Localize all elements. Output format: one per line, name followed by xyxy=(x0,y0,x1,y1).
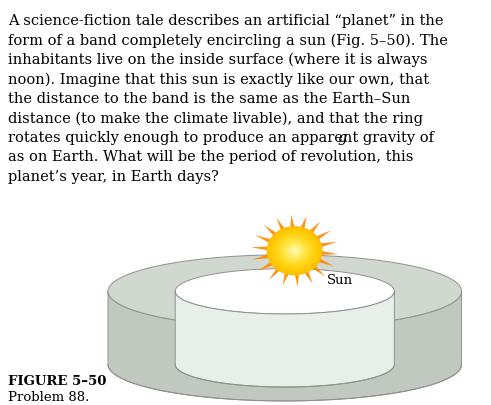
Polygon shape xyxy=(108,292,462,401)
Ellipse shape xyxy=(279,238,310,264)
Ellipse shape xyxy=(288,245,301,257)
Ellipse shape xyxy=(269,228,321,274)
Text: noon). Imagine that this sun is exactly like our own, that: noon). Imagine that this sun is exactly … xyxy=(8,72,429,87)
Polygon shape xyxy=(264,225,278,237)
Polygon shape xyxy=(258,261,274,271)
Ellipse shape xyxy=(281,239,308,263)
Polygon shape xyxy=(311,265,326,277)
Polygon shape xyxy=(317,258,334,267)
Ellipse shape xyxy=(276,235,313,267)
Ellipse shape xyxy=(282,240,307,262)
Ellipse shape xyxy=(273,232,317,271)
Polygon shape xyxy=(252,254,270,260)
Polygon shape xyxy=(175,292,394,387)
Text: Sun: Sun xyxy=(327,273,353,286)
Polygon shape xyxy=(255,235,273,244)
Ellipse shape xyxy=(283,241,306,261)
Polygon shape xyxy=(269,267,281,280)
Ellipse shape xyxy=(271,230,319,272)
Ellipse shape xyxy=(270,229,320,273)
Text: distance (to make the climate livable), and that the ring: distance (to make the climate livable), … xyxy=(8,111,423,126)
Polygon shape xyxy=(175,269,394,314)
Ellipse shape xyxy=(293,249,297,253)
Ellipse shape xyxy=(274,233,315,269)
Ellipse shape xyxy=(273,232,316,270)
Ellipse shape xyxy=(287,244,302,258)
Ellipse shape xyxy=(277,236,312,266)
Text: g: g xyxy=(337,131,347,145)
Ellipse shape xyxy=(267,226,323,276)
Ellipse shape xyxy=(280,239,309,264)
Ellipse shape xyxy=(275,234,314,268)
Ellipse shape xyxy=(292,249,298,254)
Polygon shape xyxy=(294,272,299,287)
Polygon shape xyxy=(315,231,331,241)
Polygon shape xyxy=(108,255,462,328)
Ellipse shape xyxy=(294,250,296,252)
Ellipse shape xyxy=(286,243,303,259)
Polygon shape xyxy=(308,222,320,235)
Text: as on Earth. What will be the period of revolution, this: as on Earth. What will be the period of … xyxy=(8,150,413,164)
Polygon shape xyxy=(283,271,290,286)
Text: A science-fiction tale describes an artificial “planet” in the: A science-fiction tale describes an arti… xyxy=(8,14,443,28)
Ellipse shape xyxy=(284,242,305,260)
Ellipse shape xyxy=(268,227,322,275)
Ellipse shape xyxy=(272,231,318,271)
Text: planet’s year, in Earth days?: planet’s year, in Earth days? xyxy=(8,170,219,183)
Polygon shape xyxy=(251,247,269,251)
Ellipse shape xyxy=(289,246,300,256)
Text: FIGURE 5–50: FIGURE 5–50 xyxy=(8,374,107,387)
Ellipse shape xyxy=(278,237,311,266)
Ellipse shape xyxy=(290,247,300,255)
Ellipse shape xyxy=(291,248,299,254)
Text: Problem 88.: Problem 88. xyxy=(8,390,89,403)
Polygon shape xyxy=(319,242,337,248)
Text: the distance to the band is the same as the Earth–Sun: the distance to the band is the same as … xyxy=(8,92,410,106)
Polygon shape xyxy=(276,218,286,232)
Polygon shape xyxy=(299,216,306,231)
Polygon shape xyxy=(303,270,313,284)
Text: inhabitants live on the inside surface (where it is always: inhabitants live on the inside surface (… xyxy=(8,53,428,67)
Ellipse shape xyxy=(285,243,304,260)
Polygon shape xyxy=(290,215,295,230)
Text: rotates quickly enough to produce an apparent gravity of: rotates quickly enough to produce an app… xyxy=(8,131,438,145)
Polygon shape xyxy=(320,251,338,255)
Text: form of a band completely encircling a sun (Fig. 5–50). The: form of a band completely encircling a s… xyxy=(8,34,448,48)
